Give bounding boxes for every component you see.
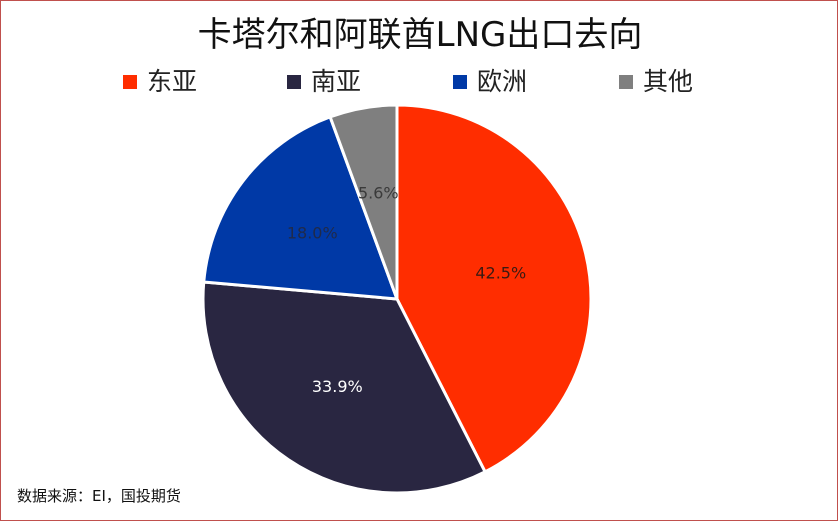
legend-swatch-other	[619, 75, 633, 89]
legend-swatch-europe	[453, 75, 467, 89]
pie-slice-europe	[202, 114, 400, 301]
legend-item-europe: 欧洲	[453, 65, 527, 99]
slice-label-europe: 18.0%	[287, 224, 338, 243]
legend-label-other: 其他	[643, 67, 694, 96]
legend-label-south-asia: 南亚	[311, 67, 362, 96]
legend-item-south-asia: 南亚	[287, 65, 361, 99]
chart-title: 卡塔尔和阿联酋LNG出口去向	[197, 15, 643, 55]
legend-swatch-south-asia	[287, 75, 301, 89]
legend-item-other: 其他	[619, 65, 693, 99]
legend-swatch-east-asia	[123, 75, 137, 89]
slice-label-south-asia: 33.9%	[312, 377, 363, 396]
pie-slice-east-asia	[395, 103, 593, 474]
slice-label-other: 5.6%	[358, 183, 399, 202]
chart-legend: 东亚 南亚 欧洲 其他	[1, 65, 837, 99]
source-note: 数据来源：EI，国投期货	[17, 487, 181, 505]
slice-label-east-asia: 42.5%	[475, 264, 526, 283]
legend-label-east-asia: 东亚	[147, 67, 198, 96]
legend-item-east-asia: 东亚	[123, 65, 197, 99]
pie-slice-south-asia	[201, 280, 488, 495]
legend-label-europe: 欧洲	[477, 67, 528, 96]
pie-slice-other	[328, 103, 399, 300]
